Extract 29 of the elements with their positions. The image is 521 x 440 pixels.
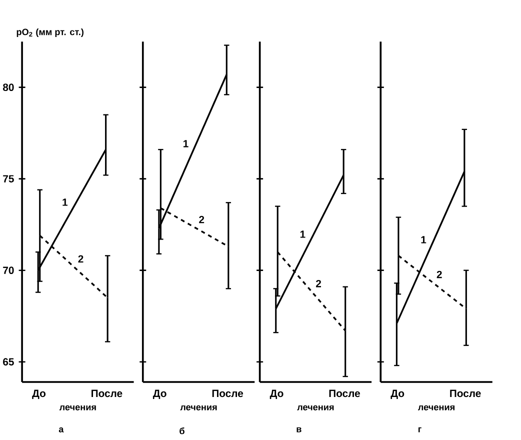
- series-label: 2: [199, 216, 204, 223]
- y-tick-label: 75: [3, 174, 14, 182]
- x-tick-label: До: [152, 390, 166, 399]
- series-label: 1: [421, 236, 426, 244]
- x-tick-label: До: [32, 390, 46, 399]
- y-tick-label: 65: [3, 358, 14, 366]
- x-tick-label: После: [212, 390, 244, 397]
- x-axis-title: лечения: [180, 405, 217, 410]
- x-axis-title: лечения: [297, 405, 334, 410]
- series-label: 2: [78, 255, 84, 262]
- series-label: 2: [316, 280, 321, 288]
- x-tick-label: До: [390, 390, 404, 399]
- x-tick-label: После: [92, 390, 122, 397]
- x-axis-title: лечения: [59, 405, 96, 410]
- text: б: [180, 427, 184, 434]
- x-tick-label: После: [450, 390, 481, 397]
- x-axis-title: лечения: [418, 405, 454, 410]
- y-tick-label: 70: [3, 266, 14, 274]
- series-label: 2: [436, 270, 442, 278]
- y-tick-label: 80: [2, 83, 14, 91]
- series-label: 1: [300, 230, 306, 238]
- series-label: 1: [184, 140, 188, 147]
- x-tick-label: До: [270, 390, 284, 399]
- x-tick-label: После: [329, 390, 360, 397]
- text: г: [418, 427, 422, 432]
- text: в: [296, 427, 302, 432]
- y-axis-title: pO$_{2}$ (мм рт. ст.): [16, 28, 84, 37]
- text: а: [58, 427, 64, 432]
- series-label: 1: [62, 198, 68, 206]
